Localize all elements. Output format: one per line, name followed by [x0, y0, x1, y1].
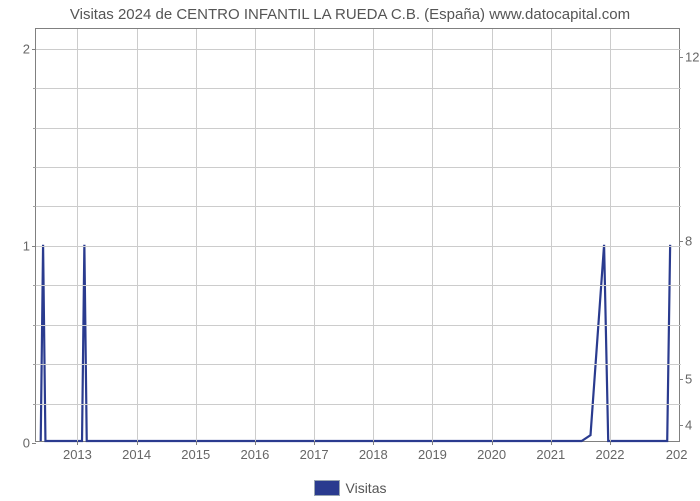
x-tick-label: 2021	[536, 447, 565, 462]
y-left-minor-mark	[33, 128, 36, 129]
gridline-h-minor	[36, 206, 681, 207]
gridline-v	[196, 29, 197, 443]
x-tick-mark	[255, 441, 256, 445]
y-right-tick-label: 4	[685, 417, 692, 432]
plot-area: 0124581220132014201520162017201820192020…	[35, 28, 680, 442]
x-tick-label: 2019	[418, 447, 447, 462]
gridline-h	[36, 246, 681, 247]
y-left-minor-mark	[33, 167, 36, 168]
y-left-minor-mark	[33, 404, 36, 405]
gridline-v	[551, 29, 552, 443]
y-right-tick-label: 5	[685, 371, 692, 386]
gridline-h-minor	[36, 128, 681, 129]
x-tick-mark	[551, 441, 552, 445]
x-tick-mark	[373, 441, 374, 445]
x-tick-label-right: 202	[666, 447, 688, 462]
x-tick-label: 2018	[359, 447, 388, 462]
x-tick-label: 2015	[181, 447, 210, 462]
series-line	[36, 29, 679, 441]
y-left-tick-mark	[32, 443, 36, 444]
y-left-minor-mark	[33, 285, 36, 286]
y-left-tick-label: 0	[23, 436, 30, 451]
gridline-v	[77, 29, 78, 443]
gridline-h-minor	[36, 325, 681, 326]
gridline-h	[36, 49, 681, 50]
x-tick-label: 2020	[477, 447, 506, 462]
y-left-tick-label: 2	[23, 41, 30, 56]
x-tick-mark	[610, 441, 611, 445]
gridline-v	[255, 29, 256, 443]
gridline-v	[137, 29, 138, 443]
y-left-minor-mark	[33, 206, 36, 207]
x-tick-mark	[492, 441, 493, 445]
x-tick-label: 2014	[122, 447, 151, 462]
gridline-v	[314, 29, 315, 443]
x-tick-mark	[77, 441, 78, 445]
x-tick-mark	[137, 441, 138, 445]
legend: Visitas	[0, 480, 700, 501]
y-right-tick-label: 8	[685, 233, 692, 248]
legend-swatch	[314, 480, 340, 496]
x-tick-label: 2016	[240, 447, 269, 462]
x-tick-label: 2017	[300, 447, 329, 462]
gridline-v	[373, 29, 374, 443]
y-right-tick-mark	[679, 379, 683, 380]
y-left-tick-mark	[32, 49, 36, 50]
x-tick-mark	[314, 441, 315, 445]
gridline-h-minor	[36, 285, 681, 286]
gridline-h-minor	[36, 88, 681, 89]
x-tick-mark	[432, 441, 433, 445]
y-left-minor-mark	[33, 88, 36, 89]
y-left-minor-mark	[33, 364, 36, 365]
y-right-tick-mark	[679, 241, 683, 242]
y-left-tick-label: 1	[23, 238, 30, 253]
legend-label: Visitas	[346, 480, 387, 496]
y-right-tick-mark	[679, 57, 683, 58]
y-left-tick-mark	[32, 246, 36, 247]
legend-item: Visitas	[314, 480, 387, 496]
x-tick-label: 2022	[596, 447, 625, 462]
gridline-h-minor	[36, 167, 681, 168]
chart-title: Visitas 2024 de CENTRO INFANTIL LA RUEDA…	[0, 6, 700, 23]
y-right-tick-label: 12	[685, 49, 699, 64]
y-right-tick-mark	[679, 425, 683, 426]
x-tick-label: 2013	[63, 447, 92, 462]
gridline-v	[610, 29, 611, 443]
y-left-minor-mark	[33, 325, 36, 326]
gridline-h-minor	[36, 404, 681, 405]
gridline-h-minor	[36, 364, 681, 365]
x-tick-mark	[196, 441, 197, 445]
gridline-v	[492, 29, 493, 443]
gridline-v	[432, 29, 433, 443]
